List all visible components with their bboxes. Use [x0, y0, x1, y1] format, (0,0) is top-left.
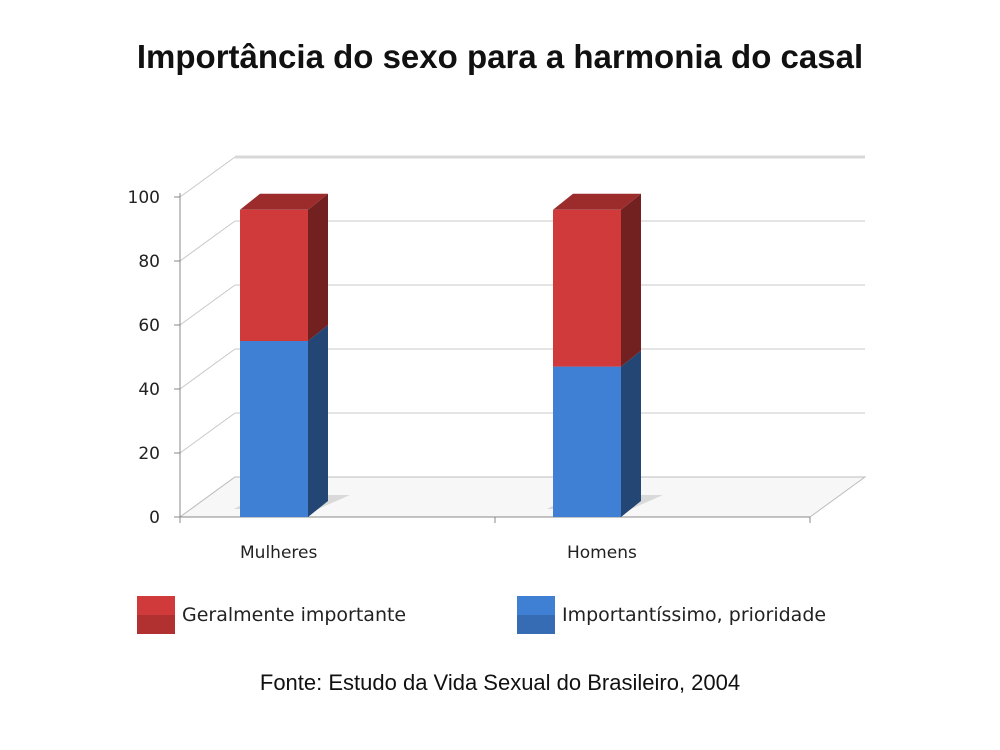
bar-segment-side: [621, 193, 641, 367]
source-note: Fonte: Estudo da Vida Sexual do Brasilei…: [259, 670, 741, 695]
bar-segment-top: [240, 193, 328, 210]
gridline-side: [179, 156, 236, 198]
chart-title: Importância do sexo para a harmonia do c…: [136, 38, 864, 75]
y-tick-label: 100: [128, 188, 160, 208]
gridline-side: [179, 220, 236, 262]
y-tick-label: 60: [138, 316, 160, 336]
bar-segment-side: [621, 350, 641, 517]
legend: Geralmente importante Importantíssimo, pr…: [137, 596, 826, 634]
bar-segment-front: [240, 341, 308, 517]
legend-swatch-shade: [517, 615, 555, 634]
y-tick-label: 0: [149, 508, 160, 528]
legend-label: Geralmente importante: [182, 604, 406, 626]
bars-layer: [234, 193, 663, 517]
legend-swatch-shade: [137, 615, 175, 634]
labels-layer: 0 20 40 60 80 100 Mulheres Homens: [128, 188, 637, 563]
bar-segment-front: [553, 366, 621, 517]
bar-segment-side: [308, 193, 328, 341]
gridline-side: [179, 412, 236, 454]
legend-label: Importantíssimo, prioridade: [562, 604, 826, 626]
bar-segment-top: [553, 193, 641, 210]
bar-segment-front: [553, 209, 621, 367]
y-tick-label: 40: [138, 380, 160, 400]
x-category-label: Homens: [567, 543, 637, 563]
y-tick-label: 80: [138, 252, 160, 272]
gridline-side: [179, 284, 236, 326]
y-tick-label: 20: [138, 444, 160, 464]
x-category-label: Mulheres: [240, 543, 317, 563]
gridline-side: [179, 348, 236, 390]
bar-segment-front: [240, 209, 308, 341]
bar-segment-side: [308, 325, 328, 517]
